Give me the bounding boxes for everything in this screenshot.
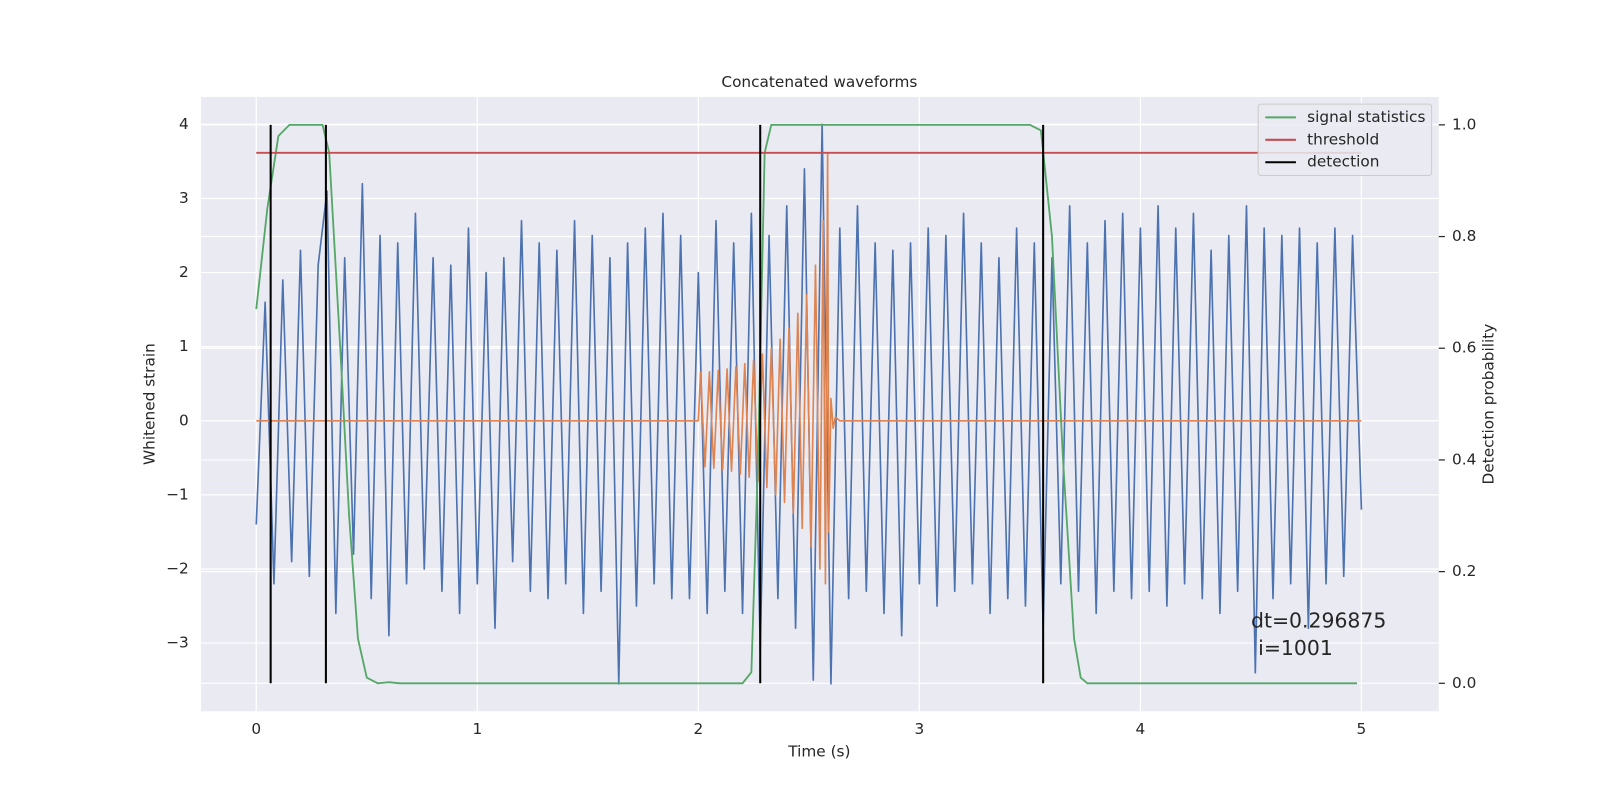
legend-label: threshold [1307,130,1379,148]
x-tick-label: 4 [1136,720,1146,738]
legend-box [1257,103,1433,177]
x-tick-label: 3 [914,720,924,738]
y-tick-label: 1 [179,337,189,355]
x-axis-label: Time (s) [787,743,850,761]
legend: signal statistics threshold detection [1257,103,1433,177]
legend-label: signal statistics [1307,108,1425,126]
legend-label: detection [1307,153,1379,171]
y-tick-label: 0 [179,411,189,429]
y2-tick-label: 0.2 [1452,562,1476,580]
y2-tick-label: 0.6 [1452,339,1476,357]
y-tick-label: −1 [166,485,189,503]
y2-tick-label: 1.0 [1452,115,1476,133]
y2-tick-label: 0.4 [1452,450,1476,468]
series-line [256,153,1362,585]
x-tick-label: 2 [693,720,703,738]
y-tick-label: −2 [166,559,189,577]
y-tick-label: 2 [179,263,189,281]
y-tick-label: −3 [166,634,189,652]
x-tick-label: 1 [472,720,482,738]
series-line [255,123,1357,685]
y-tick-label: 3 [179,189,189,207]
labels: 0 1 2 3 4 5 −3 −2 −1 0 1 2 3 4 0.0 0.2 0.4 0.6 0.8 1.0 [166,115,1476,738]
y2-axis-label: Detection probability [1479,324,1497,485]
y-tick-label: 4 [179,115,189,133]
annotation: i=1001 [1258,636,1333,660]
chart-title: Concatenated waveforms [721,73,917,91]
y-axis-label: Whitened strain [141,343,159,465]
x-tick-label: 5 [1357,720,1367,738]
y2-tick-label: 0.0 [1452,674,1476,692]
marks [255,123,1363,685]
annotation: dt=0.296875 [1251,608,1386,632]
x-tick-label: 0 [251,720,261,738]
y2-tick-label: 0.8 [1452,227,1476,245]
